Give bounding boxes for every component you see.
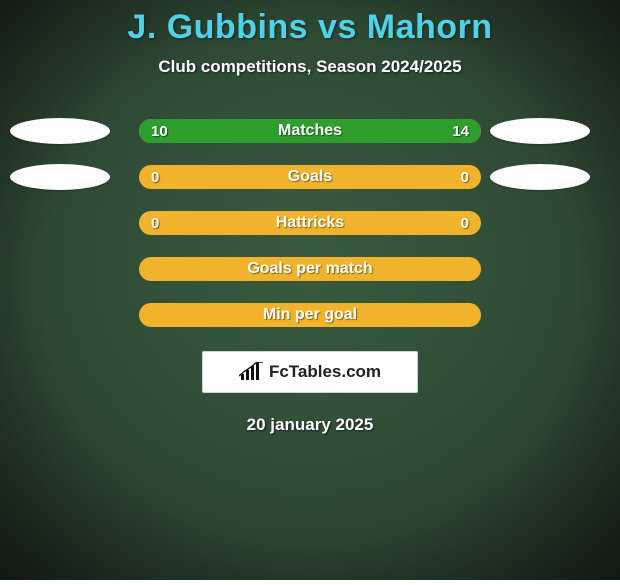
stat-bar: Goals per match — [139, 257, 481, 281]
stat-value-right: 0 — [449, 211, 481, 235]
comparison-row: Goals per match — [0, 257, 620, 281]
stat-bar: 1014Matches — [139, 119, 481, 143]
comparison-row: 0 0Hattricks — [0, 211, 620, 235]
comparison-rows: 1014Matches00Goals00HattricksGoals per m… — [0, 119, 620, 327]
chart-icon — [239, 362, 263, 382]
stat-label: Min per goal — [139, 303, 481, 327]
stat-label: Hattricks — [139, 211, 481, 235]
comparison-row: 1014Matches — [0, 119, 620, 143]
player-indicator-right — [490, 118, 590, 144]
stat-bar: Min per goal — [139, 303, 481, 327]
stat-value-left: 0 — [139, 165, 171, 189]
snapshot-date: 20 january 2025 — [247, 415, 374, 435]
stat-label: Goals — [139, 165, 481, 189]
stat-label: Goals per match — [139, 257, 481, 281]
page-subtitle: Club competitions, Season 2024/2025 — [158, 57, 461, 77]
stat-value-left: 0 — [139, 211, 171, 235]
player-indicator-right — [490, 164, 590, 190]
comparison-row: 0 0Goals — [0, 165, 620, 189]
brand-badge: FcTables.com — [202, 351, 418, 393]
stat-bar: 0 0Goals — [139, 165, 481, 189]
stat-bar: 0 0Hattricks — [139, 211, 481, 235]
content-root: J. Gubbins vs Mahorn Club competitions, … — [0, 0, 620, 580]
player-indicator-left — [10, 164, 110, 190]
player-indicator-left — [10, 118, 110, 144]
stat-value-right: 14 — [440, 119, 481, 143]
comparison-row: Min per goal — [0, 303, 620, 327]
stat-value-left: 10 — [139, 119, 180, 143]
brand-text: FcTables.com — [269, 362, 381, 382]
page-title: J. Gubbins vs Mahorn — [127, 8, 492, 47]
stat-value-right: 0 — [449, 165, 481, 189]
